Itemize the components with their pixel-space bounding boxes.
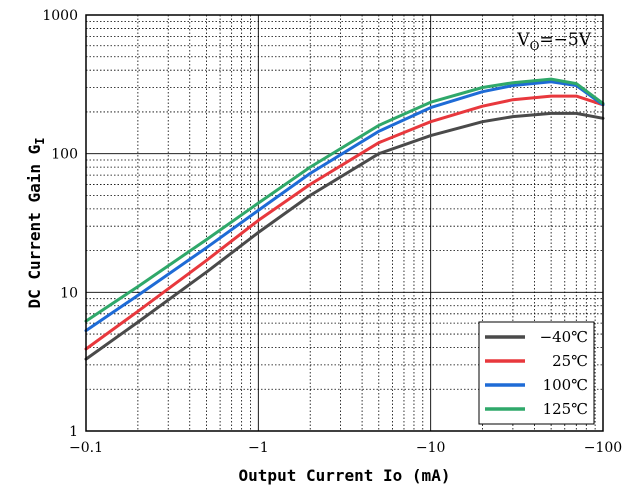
tick-labels: −0.1 −1 −10 −100 1 10 100 1000 xyxy=(42,8,622,456)
legend-label-2: 100℃ xyxy=(543,376,588,394)
legend-label-1: 25℃ xyxy=(552,352,588,370)
bias-annotation: VO=−5V xyxy=(516,30,591,53)
legend: −40℃ 25℃ 100℃ 125℃ xyxy=(478,321,595,425)
plot-frame xyxy=(85,14,604,432)
minor-gridlines xyxy=(86,15,603,431)
x-tick-label-2: −10 xyxy=(416,440,446,456)
series-line-3 xyxy=(84,77,605,323)
y-tick-label-2: 100 xyxy=(51,147,78,163)
x-tick-label-0: −0.1 xyxy=(69,440,103,456)
legend-box xyxy=(478,321,595,425)
series-line-0 xyxy=(84,111,605,361)
x-tick-label-1: −1 xyxy=(248,440,269,456)
y-tick-label-3: 1000 xyxy=(42,8,78,24)
x-tick-label-3: −100 xyxy=(584,440,622,456)
x-axis-label: Output Current Io (mA) xyxy=(239,466,451,485)
legend-label-0: −40℃ xyxy=(540,328,588,346)
series-line-1 xyxy=(84,94,605,351)
y-tick-label-0: 1 xyxy=(69,424,78,440)
legend-label-3: 125℃ xyxy=(543,400,588,418)
series-lines xyxy=(84,77,605,361)
series-line-2 xyxy=(84,80,605,333)
y-axis-label: DC Current Gain GI xyxy=(25,138,47,309)
y-tick-label-1: 10 xyxy=(60,285,78,301)
